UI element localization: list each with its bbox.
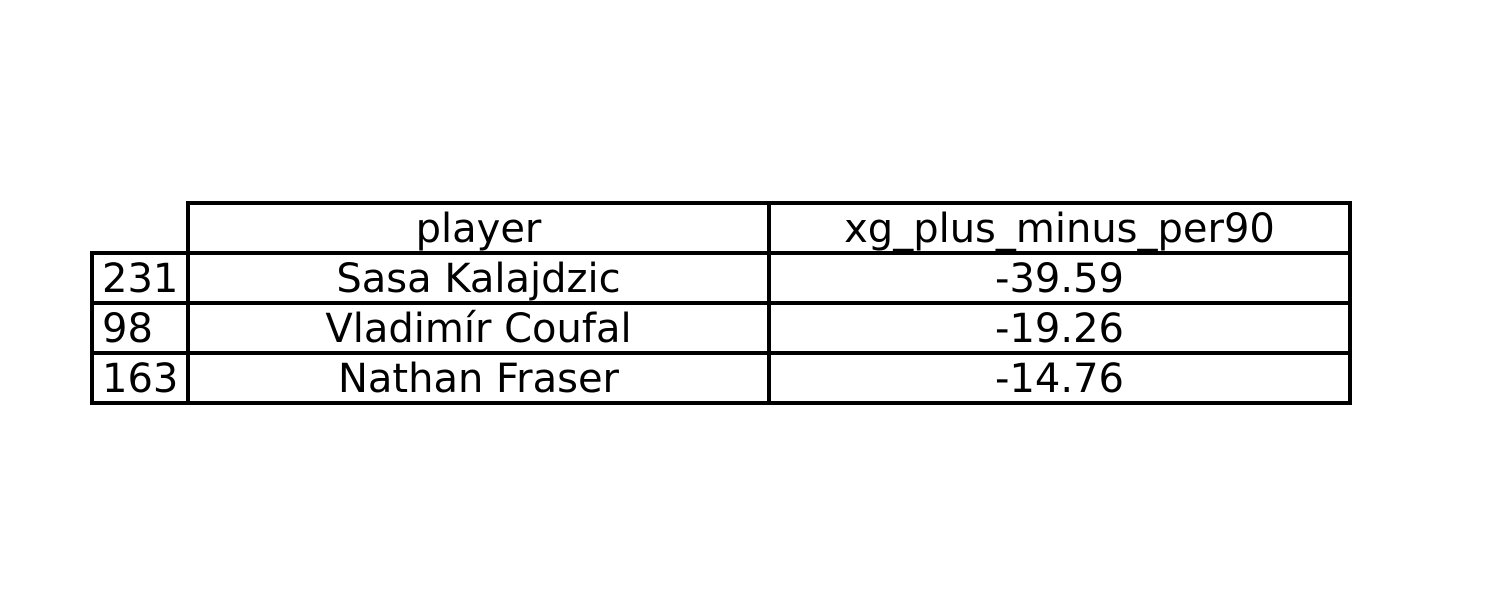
cell-xg-plus-minus-per90: -39.59 [995,256,1124,302]
row-index: 98 [102,306,153,352]
cell-xg-plus-minus-per90: -14.76 [995,356,1124,402]
column-header: player [416,206,542,252]
row-index: 163 [102,356,178,402]
cell-player: Sasa Kalajdzic [336,256,620,302]
cell-player: Nathan Fraser [338,356,620,402]
row-index-cell [90,351,190,405]
row-index: 231 [102,256,178,302]
table-cell [186,351,771,405]
table-cell [767,301,1352,355]
column-header: xg_plus_minus_per90 [844,206,1275,252]
cell-player: Vladimír Coufal [325,306,631,352]
table-cell [767,351,1352,405]
cell-xg-plus-minus-per90: -19.26 [995,306,1124,352]
